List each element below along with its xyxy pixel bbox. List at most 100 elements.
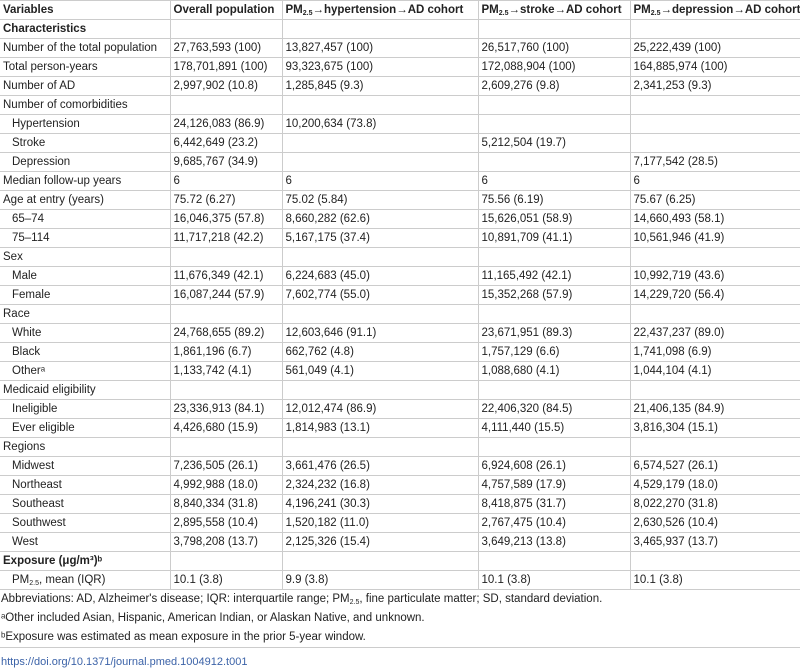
table-cell: 6,442,649 (23.2) bbox=[169, 133, 282, 153]
table-cell: 1,044,104 (4.1) bbox=[629, 361, 800, 381]
table-row: Medicaid eligibility bbox=[0, 380, 800, 400]
table-cell: 2,767,475 (10.4) bbox=[477, 513, 630, 533]
table-cell: 15,352,268 (57.9) bbox=[477, 285, 630, 305]
table-cell bbox=[281, 380, 478, 400]
table-row: Median follow-up years 6 6 6 6 bbox=[0, 171, 800, 191]
table-cell: 8,660,282 (62.6) bbox=[281, 209, 478, 229]
table-header-row: Variables Overall population PM2.5→hyperte… bbox=[0, 0, 800, 20]
table-cell: 9,685,767 (34.9) bbox=[169, 152, 282, 172]
table-cell: 1,133,742 (4.1) bbox=[169, 361, 282, 381]
table-cell: 23,336,913 (84.1) bbox=[169, 399, 282, 419]
table-cell: 23,671,951 (89.3) bbox=[477, 323, 630, 343]
table-cell bbox=[629, 95, 800, 115]
table-cell bbox=[477, 152, 630, 172]
table-cell bbox=[629, 133, 800, 153]
table-cell: 1,861,196 (6.7) bbox=[169, 342, 282, 362]
table-cell bbox=[629, 114, 800, 134]
table-cell: 561,049 (4.1) bbox=[281, 361, 478, 381]
table-row: Hypertension 24,126,083 (86.9) 10,200,634 … bbox=[0, 114, 800, 134]
table-row: Southeast 8,840,334 (31.8) 4,196,241 (30.3… bbox=[0, 494, 800, 514]
row-label: Age at entry (years) bbox=[0, 190, 170, 210]
table-row: Race bbox=[0, 304, 800, 324]
column-header: PM2.5→hypertension→AD cohort bbox=[281, 0, 478, 20]
table-cell bbox=[169, 247, 282, 267]
table-cell bbox=[169, 304, 282, 324]
row-label: 65–74 bbox=[0, 209, 170, 229]
table-cell: 6,574,527 (26.1) bbox=[629, 456, 800, 476]
table-cell bbox=[169, 380, 282, 400]
row-label: Total person-years bbox=[0, 57, 170, 77]
table-row: Midwest 7,236,505 (26.1) 3,661,476 (26.5) 6… bbox=[0, 456, 800, 476]
table-cell bbox=[281, 152, 478, 172]
table-cell: 24,768,655 (89.2) bbox=[169, 323, 282, 343]
table-cell bbox=[629, 247, 800, 267]
table-row: Ever eligible 4,426,680 (15.9) 1,814,983 (… bbox=[0, 418, 800, 438]
table-cell bbox=[477, 19, 630, 39]
table-cell: 14,660,493 (58.1) bbox=[629, 209, 800, 229]
table-cell: 26,517,760 (100) bbox=[477, 38, 630, 58]
table-row: Characteristics bbox=[0, 19, 800, 39]
row-label: PM2.5, mean (IQR) bbox=[0, 570, 170, 590]
table-cell: 8,022,270 (31.8) bbox=[629, 494, 800, 514]
characteristics-table: Variables Overall population PM2.5→hyperte… bbox=[0, 0, 800, 590]
table-cell: 2,341,253 (9.3) bbox=[629, 76, 800, 96]
table-row: Number of comorbidities bbox=[0, 95, 800, 115]
table-cell bbox=[169, 95, 282, 115]
table-row: Regions bbox=[0, 437, 800, 457]
table-cell bbox=[477, 551, 630, 571]
table-cell: 6 bbox=[281, 171, 478, 191]
row-label: Medicaid eligibility bbox=[0, 380, 170, 400]
table-cell bbox=[281, 304, 478, 324]
column-header: Overall population bbox=[169, 0, 282, 20]
table-cell: 12,603,646 (91.1) bbox=[281, 323, 478, 343]
table-row: Stroke 6,442,649 (23.2) 5,212,504 (19.7) bbox=[0, 133, 800, 153]
table-cell bbox=[477, 95, 630, 115]
table-cell: 22,437,237 (89.0) bbox=[629, 323, 800, 343]
table-cell: 16,087,244 (57.9) bbox=[169, 285, 282, 305]
table-cell: 4,992,988 (18.0) bbox=[169, 475, 282, 495]
table-row: 75–114 11,717,218 (42.2) 5,167,175 (37.4) 1… bbox=[0, 228, 800, 248]
table-cell: 10.1 (3.8) bbox=[477, 570, 630, 590]
table-row: Depression 9,685,767 (34.9) 7,177,542 (28.… bbox=[0, 152, 800, 172]
table-cell: 6 bbox=[169, 171, 282, 191]
table-cell: 3,649,213 (13.8) bbox=[477, 532, 630, 552]
row-label: Stroke bbox=[0, 133, 170, 153]
table-cell: 1,088,680 (4.1) bbox=[477, 361, 630, 381]
table-cell: 12,012,474 (86.9) bbox=[281, 399, 478, 419]
table-cell: 5,167,175 (37.4) bbox=[281, 228, 478, 248]
row-label: Female bbox=[0, 285, 170, 305]
table-cell: 6 bbox=[629, 171, 800, 191]
row-label: Midwest bbox=[0, 456, 170, 476]
table-cell: 7,236,505 (26.1) bbox=[169, 456, 282, 476]
table-cell: 75.56 (6.19) bbox=[477, 190, 630, 210]
column-header: Variables bbox=[0, 0, 170, 20]
table-row: Sex bbox=[0, 247, 800, 267]
row-label: Characteristics bbox=[0, 19, 170, 39]
table-cell: 22,406,320 (84.5) bbox=[477, 399, 630, 419]
table-cell: 10,561,946 (41.9) bbox=[629, 228, 800, 248]
table-cell: 1,757,129 (6.6) bbox=[477, 342, 630, 362]
table-cell: 1,520,182 (11.0) bbox=[281, 513, 478, 533]
table-cell: 1,285,845 (9.3) bbox=[281, 76, 478, 96]
table-row: White 24,768,655 (89.2) 12,603,646 (91.1) 2… bbox=[0, 323, 800, 343]
row-label: Depression bbox=[0, 152, 170, 172]
table-cell: 2,324,232 (16.8) bbox=[281, 475, 478, 495]
table-cell: 662,762 (4.8) bbox=[281, 342, 478, 362]
table-row: Age at entry (years) 75.72 (6.27) 75.02 (5… bbox=[0, 190, 800, 210]
table-cell: 2,125,326 (15.4) bbox=[281, 532, 478, 552]
doi-link[interactable]: https://doi.org/10.1371/journal.pmed.100… bbox=[1, 656, 248, 668]
table-cell: 11,717,218 (42.2) bbox=[169, 228, 282, 248]
table-cell: 164,885,974 (100) bbox=[629, 57, 800, 77]
table-cell: 10.1 (3.8) bbox=[169, 570, 282, 590]
row-label: Regions bbox=[0, 437, 170, 457]
row-label: Sex bbox=[0, 247, 170, 267]
row-label: Ineligible bbox=[0, 399, 170, 419]
table-cell bbox=[629, 380, 800, 400]
footnote: Abbreviations: AD, Alzheimer's disease; … bbox=[1, 593, 603, 606]
row-label: Number of AD bbox=[0, 76, 170, 96]
table-cell bbox=[629, 19, 800, 39]
table-cell: 21,406,135 (84.9) bbox=[629, 399, 800, 419]
table-cell: 93,323,675 (100) bbox=[281, 57, 478, 77]
table-cell: 11,676,349 (42.1) bbox=[169, 266, 282, 286]
table-cell: 1,741,098 (6.9) bbox=[629, 342, 800, 362]
